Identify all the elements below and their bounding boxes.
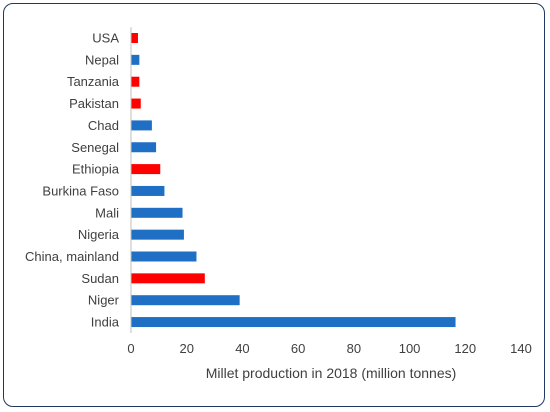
bars-group [131, 33, 456, 328]
category-label: Chad [88, 118, 119, 133]
bar-nigeria [131, 229, 184, 240]
category-label: Ethiopia [72, 162, 120, 177]
bar-pakistan [131, 98, 141, 109]
x-axis-title: Millet production in 2018 (million tonne… [206, 365, 457, 381]
x-tick-label: 40 [235, 341, 249, 356]
bar-tanzania [131, 76, 140, 87]
bar-sudan [131, 273, 205, 284]
bar-china-mainland [131, 251, 197, 262]
category-label: Senegal [71, 140, 119, 155]
bar-senegal [131, 142, 157, 153]
bar-chad [131, 120, 152, 131]
category-label: Mali [95, 205, 119, 220]
x-tick-label: 0 [127, 341, 134, 356]
category-label: India [91, 315, 120, 330]
x-tick-label: 100 [399, 341, 421, 356]
bar-niger [131, 295, 240, 306]
category-label: Niger [88, 293, 120, 308]
category-label: Tanzania [67, 74, 120, 89]
x-tick-label: 120 [454, 341, 476, 356]
category-label: Sudan [81, 271, 119, 286]
bar-burkina-faso [131, 185, 165, 196]
x-tick-label: 80 [347, 341, 361, 356]
x-tick-label: 60 [291, 341, 305, 356]
bar-nepal [131, 54, 140, 65]
category-label: Nigeria [78, 227, 120, 242]
bar-usa [131, 33, 138, 43]
category-labels: USA Nepal Tanzania Pakistan Chad Senegal Ethio… [25, 31, 120, 330]
chart-frame [3, 3, 545, 407]
category-label: USA [92, 31, 119, 46]
category-label: Pakistan [69, 96, 119, 111]
category-label: China, mainland [25, 249, 119, 264]
x-tick-label: 140 [510, 341, 532, 356]
bar-india [131, 317, 456, 328]
tick-labels: 0 20 40 60 80 100 120 140 [127, 341, 531, 356]
bar-ethiopia [131, 164, 161, 175]
bar-mali [131, 207, 183, 218]
category-label: Nepal [85, 52, 119, 67]
x-tick-label: 20 [179, 341, 193, 356]
category-label: Burkina Faso [42, 183, 119, 198]
